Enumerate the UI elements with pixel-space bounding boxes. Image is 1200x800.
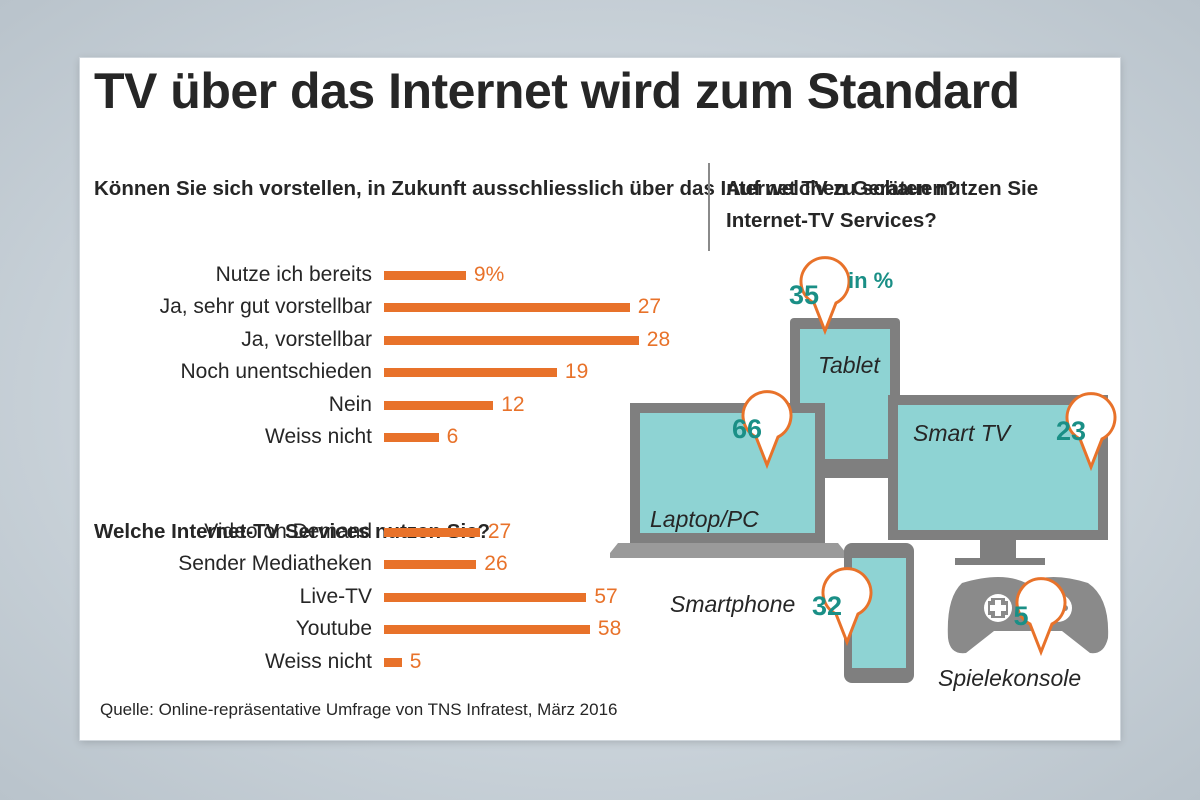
- value-label: 19: [564, 360, 589, 384]
- category-label: Nein: [328, 392, 372, 416]
- value-tablet: 35: [788, 280, 820, 310]
- value-spielekonsole: 5: [1013, 601, 1029, 631]
- value-label: 27: [487, 520, 512, 543]
- infographic-card: TV über das Internet wird zum Standard K…: [80, 58, 1120, 740]
- label-laptop: Laptop/PC: [650, 506, 759, 532]
- bar: [384, 303, 630, 313]
- question-2-title: Welche Internet-TV Services nutzen Sie?: [94, 520, 491, 543]
- category-label: Video on Demand: [204, 520, 372, 543]
- unit-label: in %: [848, 268, 894, 293]
- category-label: Youtube: [295, 617, 372, 641]
- bar: [384, 368, 557, 378]
- value-label: 5: [409, 649, 422, 673]
- value-label: 28: [646, 327, 671, 351]
- label-smartphone: Smartphone: [670, 591, 796, 617]
- value-label: 26: [484, 552, 508, 576]
- category-label: Live-TV: [299, 584, 372, 608]
- bubble-spielekonsole: [1015, 577, 1067, 657]
- category-label: Weiss nicht: [265, 649, 372, 673]
- bar: [384, 625, 590, 635]
- bar: [384, 271, 466, 280]
- value-smartphone: 32: [811, 591, 843, 621]
- category-label: Sender Mediatheken: [178, 552, 372, 576]
- value-label: 12: [501, 392, 525, 416]
- infographic-title: TV über das Internet wird zum Standard: [94, 63, 1020, 119]
- category-label: Ja, vorstellbar: [241, 327, 372, 351]
- bubble-smart-tv: [1065, 392, 1117, 472]
- bar: [384, 657, 402, 667]
- bubble-tablet: [799, 256, 851, 336]
- source-note: Quelle: Online-repräsentative Umfrage vo…: [100, 700, 618, 719]
- question-1-title: Können Sie sich vorstellen, in Zukunft a…: [94, 177, 958, 200]
- bar: [384, 528, 480, 537]
- value-label: 57: [594, 584, 618, 608]
- label-spielekonsole: Spielekonsole: [938, 665, 1082, 691]
- bar: [384, 592, 587, 602]
- value-label: 6: [446, 425, 459, 448]
- bar: [384, 560, 477, 570]
- value-laptop: 66: [731, 414, 763, 444]
- bar: [384, 400, 494, 410]
- value-label: 58: [597, 617, 622, 641]
- label-smart-tv: Smart TV: [913, 420, 1011, 446]
- devices-pictogram: [610, 256, 1117, 683]
- value-label: 9%: [473, 263, 505, 286]
- category-label: Noch unentschieden: [180, 360, 372, 384]
- category-label: Nutze ich bereits: [215, 263, 372, 286]
- bar: [384, 433, 439, 442]
- question-3-title: Auf welchen Geräten nutzen Sie Internet-…: [726, 177, 1039, 232]
- bar: [384, 335, 639, 345]
- value-smart-tv: 23: [1055, 416, 1087, 446]
- category-label: Weiss nicht: [265, 425, 372, 448]
- section-divider: [708, 163, 710, 251]
- bubble-smartphone: [821, 567, 873, 647]
- label-tablet: Tablet: [818, 352, 880, 378]
- bubble-laptop: [741, 390, 793, 470]
- value-label: 27: [637, 295, 662, 319]
- category-label: Ja, sehr gut vorstellbar: [159, 295, 372, 319]
